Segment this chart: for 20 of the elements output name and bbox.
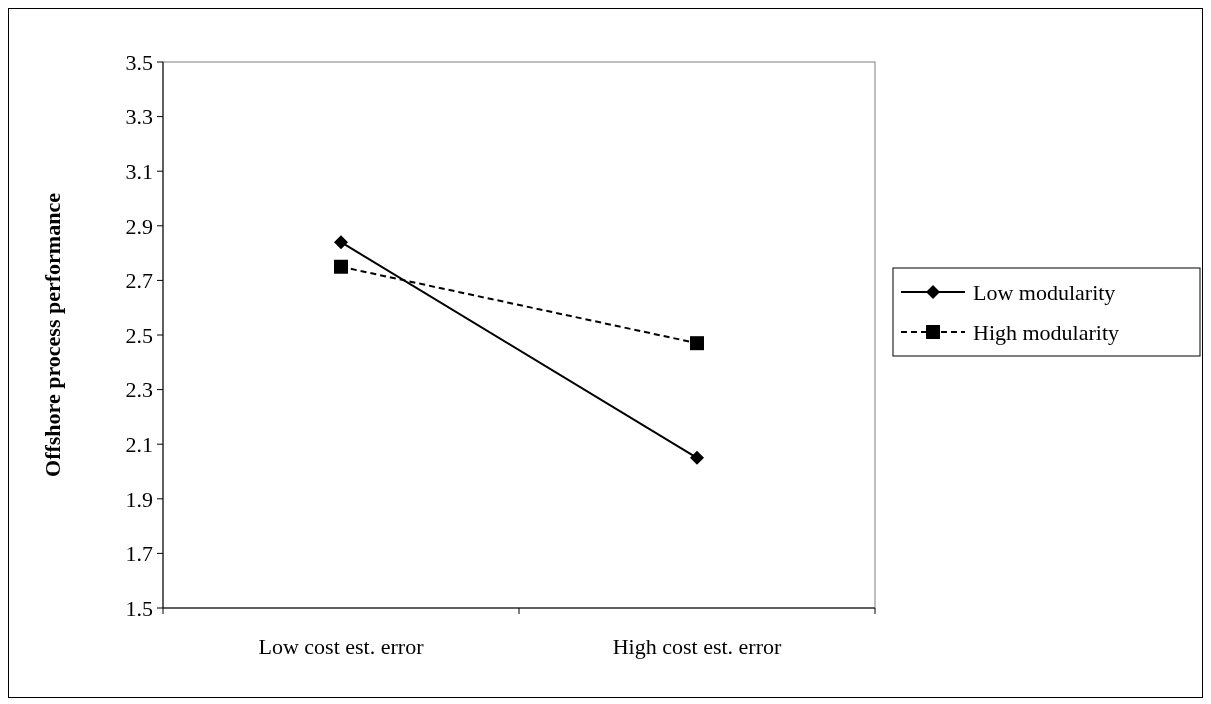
y-tick-label: 2.1	[125, 431, 153, 457]
point	[690, 450, 704, 465]
y-tick-label: 2.5	[125, 322, 153, 348]
y-tick-label: 1.5	[125, 595, 153, 621]
y-axis-title: Offshore process performance	[40, 192, 65, 477]
y-tick-label: 1.7	[125, 541, 153, 567]
x-tick-label: Low cost est. error	[258, 634, 425, 659]
point	[334, 235, 348, 250]
y-tick-label: 2.9	[125, 213, 153, 239]
x-tick-label: High cost est. error	[612, 634, 782, 659]
point	[690, 336, 704, 351]
legend-label: High modularity	[973, 319, 1120, 345]
y-tick-label: 3.3	[125, 104, 153, 130]
point	[334, 259, 348, 274]
y-tick-label: 2.3	[125, 377, 153, 403]
y-tick-label: 1.9	[125, 486, 153, 512]
y-tick-label: 3.1	[125, 158, 153, 184]
y-tick-label: 3.5	[125, 49, 153, 75]
y-tick-label: 2.7	[125, 268, 153, 294]
legend-label: Low modularity	[973, 279, 1116, 305]
